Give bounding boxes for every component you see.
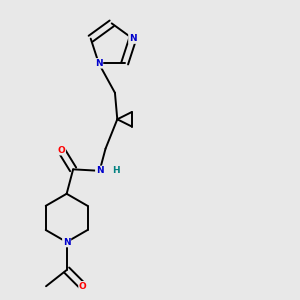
Text: H: H bbox=[112, 166, 120, 175]
Text: O: O bbox=[79, 282, 87, 291]
Text: N: N bbox=[96, 166, 104, 175]
Text: N: N bbox=[63, 238, 70, 247]
Text: N: N bbox=[95, 59, 103, 68]
Text: O: O bbox=[58, 146, 65, 155]
Text: N: N bbox=[129, 34, 136, 43]
